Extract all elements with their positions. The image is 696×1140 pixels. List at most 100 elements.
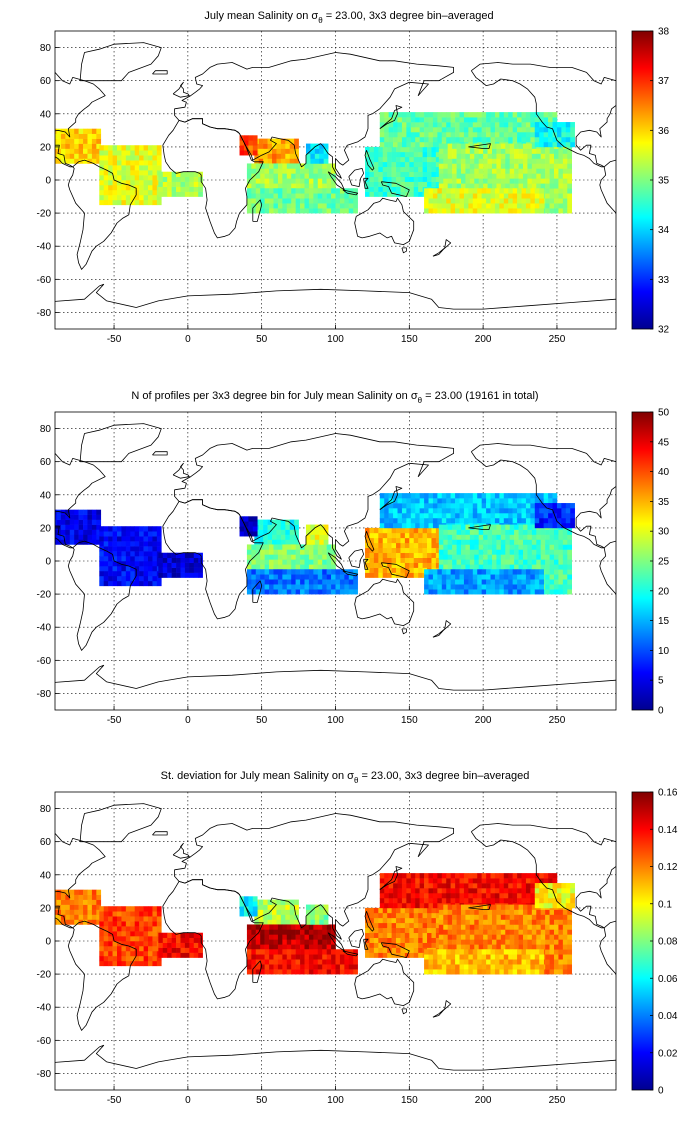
data-cell xyxy=(143,160,149,166)
data-cell xyxy=(382,907,388,914)
data-cell xyxy=(277,173,283,179)
data-cell xyxy=(401,512,407,519)
data-cell xyxy=(255,969,261,975)
data-cell xyxy=(393,503,398,509)
data-cell xyxy=(530,198,536,204)
data-cell xyxy=(152,960,158,967)
data-cell xyxy=(521,136,527,143)
data-cell xyxy=(558,534,564,540)
data-cell xyxy=(180,942,186,948)
data-cell xyxy=(55,138,57,144)
data-cell xyxy=(272,899,277,905)
data-cell xyxy=(148,170,153,176)
data-cell xyxy=(432,193,438,199)
data-cell xyxy=(441,517,447,524)
data-cell xyxy=(55,148,57,154)
data-cell xyxy=(162,942,168,948)
coastline xyxy=(162,118,264,239)
data-cell xyxy=(335,198,341,204)
data-cell xyxy=(499,503,505,509)
data-cell xyxy=(335,193,341,199)
data-cell xyxy=(500,919,506,925)
data-cell xyxy=(404,927,410,934)
data-cell xyxy=(415,883,420,889)
data-cell xyxy=(459,878,465,884)
data-cell xyxy=(103,541,109,547)
data-cell xyxy=(286,193,292,199)
data-cell xyxy=(280,534,286,540)
data-cell xyxy=(424,508,429,514)
data-cell xyxy=(353,203,358,209)
data-cell xyxy=(469,158,475,164)
data-cell xyxy=(134,160,140,166)
data-cell xyxy=(162,567,168,573)
data-cell xyxy=(527,549,533,555)
data-cell xyxy=(251,559,257,565)
data-cell xyxy=(184,552,190,558)
data-cell xyxy=(422,181,428,187)
data-cell xyxy=(424,127,429,133)
data-cell xyxy=(378,912,384,919)
data-cell xyxy=(112,175,118,181)
data-cell xyxy=(193,567,199,573)
data-cell xyxy=(447,939,453,945)
data-cell xyxy=(103,189,109,196)
data-cell xyxy=(514,178,519,184)
data-cell xyxy=(531,524,537,530)
data-cell xyxy=(264,193,270,199)
data-cell xyxy=(273,949,279,955)
data-cell xyxy=(295,954,301,960)
data-cell xyxy=(269,178,274,184)
data-cell xyxy=(388,141,394,148)
data-cell xyxy=(286,959,292,965)
colorbar-tick-label: 35 xyxy=(658,497,670,508)
profile-count-cells xyxy=(55,493,575,595)
data-cell xyxy=(455,579,460,585)
data-cell xyxy=(503,493,509,499)
data-cell xyxy=(536,153,542,159)
data-cell xyxy=(280,153,286,159)
data-cell xyxy=(441,512,447,519)
data-cell xyxy=(139,906,144,912)
data-cell xyxy=(117,931,122,937)
data-cell xyxy=(285,904,291,910)
data-cell xyxy=(549,153,555,159)
data-cell xyxy=(282,178,288,184)
data-cell xyxy=(548,498,553,504)
data-cell xyxy=(508,584,513,590)
data-cell xyxy=(295,208,301,214)
data-cell xyxy=(198,186,203,192)
data-cell xyxy=(534,122,540,128)
data-cell xyxy=(419,522,425,529)
data-cell xyxy=(331,559,336,565)
data-cell xyxy=(396,527,401,534)
data-cell xyxy=(152,194,158,201)
data-cell xyxy=(108,551,113,557)
data-cell xyxy=(391,161,397,168)
data-cell xyxy=(322,168,327,174)
data-cell xyxy=(331,964,336,970)
data-cell xyxy=(148,565,153,572)
data-cell xyxy=(424,892,429,899)
data-cell xyxy=(545,539,550,545)
data-cell xyxy=(494,589,500,595)
data-cell xyxy=(48,915,53,920)
data-cell xyxy=(158,176,164,182)
data-cell xyxy=(556,131,562,138)
data-cell xyxy=(273,163,279,169)
data-cell xyxy=(539,503,544,509)
data-cell xyxy=(456,919,462,925)
data-cell xyxy=(248,911,254,917)
data-cell xyxy=(130,526,136,532)
data-cell xyxy=(477,584,482,590)
data-cell xyxy=(384,517,389,524)
data-cell xyxy=(282,554,288,560)
data-cell xyxy=(391,191,397,197)
data-cell xyxy=(96,148,102,154)
data-cell xyxy=(397,498,403,504)
data-cell xyxy=(490,498,496,504)
data-cell xyxy=(69,534,75,540)
data-cell xyxy=(143,955,149,962)
data-cell xyxy=(548,878,553,884)
data-cell xyxy=(503,198,509,204)
